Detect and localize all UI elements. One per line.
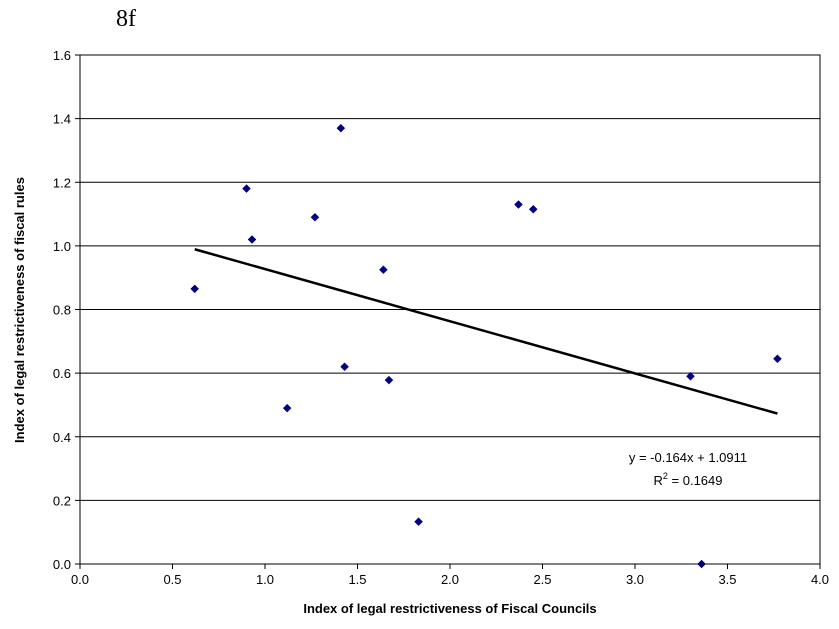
y-tick-label: 0.4 (53, 430, 71, 445)
data-point (528, 204, 538, 214)
trend-r-squared: R2 = 0.1649 (654, 471, 723, 488)
x-tick-label: 2.5 (533, 572, 551, 587)
y-tick-label: 0.0 (53, 557, 71, 572)
trend-equation: y = -0.164x + 1.0911 (629, 450, 747, 465)
x-tick-label: 0.0 (71, 572, 89, 587)
x-tick-label: 3.5 (718, 572, 736, 587)
x-tick-label: 0.5 (163, 572, 181, 587)
y-axis-title: Index of legal restrictiveness of fiscal… (12, 177, 27, 443)
data-point (379, 265, 388, 275)
data-point (686, 371, 695, 381)
y-tick-label: 1.6 (53, 48, 71, 63)
x-tick-label: 1.0 (256, 572, 274, 587)
x-axis-ticks: 0.0 0.5 1.0 1.5 2.0 2.5 3.0 3.5 4.0 (71, 564, 829, 587)
data-point (384, 375, 394, 385)
data-point (310, 212, 320, 222)
data-point (336, 123, 346, 133)
data-point (190, 284, 200, 294)
figure-label: 8f (116, 6, 136, 32)
data-point (414, 517, 423, 527)
trend-line (194, 248, 778, 415)
data-point (514, 200, 523, 209)
x-tick-label: 2.0 (441, 572, 459, 587)
data-point (242, 184, 251, 193)
y-tick-label: 1.0 (53, 239, 71, 254)
x-axis-title: Index of legal restrictiveness of Fiscal… (303, 601, 596, 616)
data-points (190, 123, 782, 569)
x-tick-label: 1.5 (348, 572, 366, 587)
data-point (282, 403, 292, 413)
gridlines (80, 118, 820, 501)
data-point (340, 362, 349, 372)
data-point (697, 559, 706, 569)
data-point (247, 235, 257, 244)
y-tick-label: 0.6 (53, 366, 71, 381)
y-tick-label: 0.2 (53, 493, 71, 508)
data-point (773, 354, 782, 364)
y-tick-label: 1.4 (53, 112, 71, 127)
x-tick-label: 4.0 (811, 572, 829, 587)
y-axis-ticks: 0.0 0.2 0.4 0.6 0.8 1.0 1.2 1.4 1.6 (53, 48, 80, 572)
x-tick-label: 3.0 (626, 572, 644, 587)
y-tick-label: 0.8 (53, 303, 71, 318)
y-tick-label: 1.2 (53, 175, 71, 190)
